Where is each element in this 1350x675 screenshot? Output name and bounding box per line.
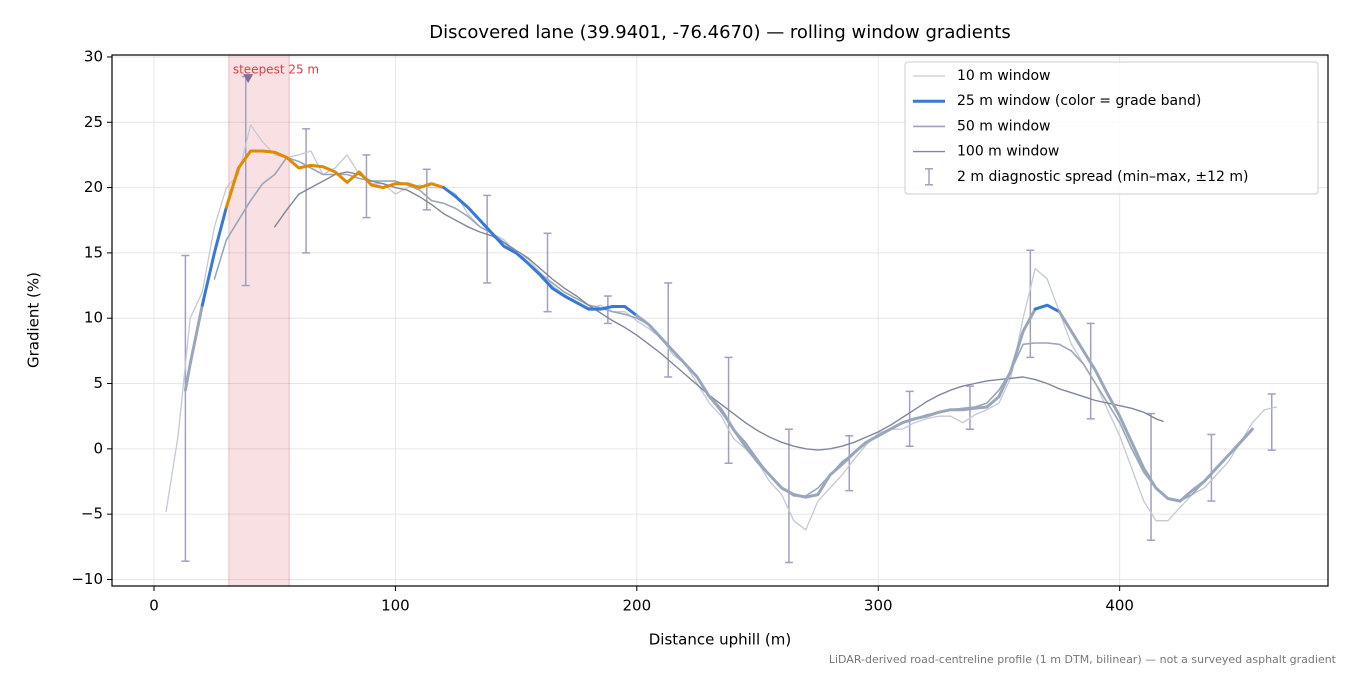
legend-label: 2 m diagnostic spread (min–max, ±12 m) (957, 169, 1248, 185)
error-bar (362, 154, 371, 219)
error-bar (1086, 322, 1095, 420)
y-tick-label: 20 (84, 178, 103, 196)
y-tick-label: −10 (71, 570, 103, 588)
y-tick-label: 10 (84, 309, 103, 327)
legend-label: 10 m window (957, 68, 1050, 84)
error-bar (181, 254, 190, 562)
y-tick-label: −5 (81, 505, 103, 523)
line (1057, 310, 1254, 503)
footnote: LiDAR-derived road-centreline profile (1… (829, 653, 1337, 666)
legend-label: 50 m window (957, 118, 1050, 134)
highlight-span (228, 54, 290, 587)
error-bar (483, 194, 492, 284)
highlight-label: steepest 25 m (233, 63, 319, 77)
line (635, 307, 1037, 499)
line (1033, 303, 1061, 314)
y-tick-label: 5 (93, 374, 103, 392)
y-tick-label: 0 (93, 439, 103, 457)
line (213, 156, 1254, 502)
plot-frame (111, 54, 1329, 587)
chart-title: Discovered lane (39.9401, -76.4670) — ro… (429, 22, 1010, 43)
y-tick-label: 25 (84, 113, 103, 131)
x-tick-label: 100 (381, 597, 410, 615)
line (183, 303, 204, 392)
x-axis-label: Distance uphill (m) (649, 631, 791, 649)
line (200, 205, 228, 307)
y-axis-label: Gradient (%) (25, 272, 43, 368)
error-bar (1267, 393, 1276, 451)
line (224, 149, 446, 209)
legend-label: 100 m window (957, 144, 1059, 160)
x-tick-label: 400 (1105, 597, 1134, 615)
error-bar (1026, 249, 1035, 359)
error-bar (1207, 433, 1216, 502)
error-bar (845, 435, 854, 492)
y-tick-label: 30 (84, 47, 103, 65)
steepest-marker (243, 74, 254, 84)
x-tick-label: 200 (623, 597, 652, 615)
y-tick-label: 15 (84, 243, 103, 261)
error-bar (543, 232, 552, 313)
line (274, 171, 1164, 451)
x-tick-label: 0 (149, 597, 159, 615)
legend-label: 25 m window (color = grade band) (957, 93, 1201, 109)
error-bar (1147, 412, 1156, 542)
error-bar (664, 282, 673, 378)
error-bar (422, 168, 431, 211)
x-tick-label: 300 (864, 597, 893, 615)
error-bar (784, 428, 793, 564)
legend-box (904, 61, 1319, 195)
line (442, 186, 639, 318)
